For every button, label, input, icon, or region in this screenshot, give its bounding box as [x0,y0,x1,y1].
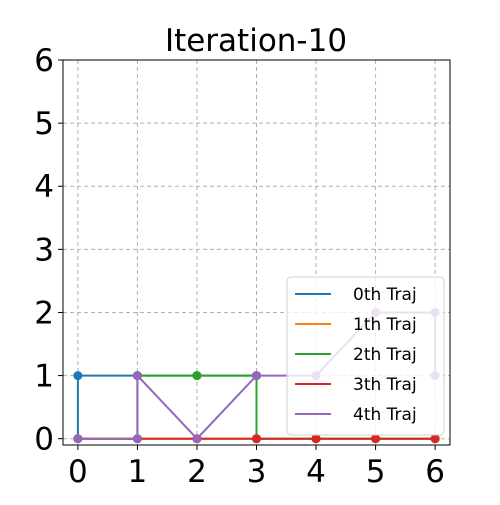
x-tick-label: 6 [425,454,445,490]
data-point [132,434,142,444]
legend: 0th Traj 1th Traj 2th Traj 3th Traj 4th Traj [286,276,445,436]
data-point [430,434,440,444]
legend-box [286,276,445,436]
y-tick-label: 0 [34,422,54,458]
data-point [311,434,321,444]
axes [58,59,451,450]
data-point [252,434,261,444]
data-point [192,434,202,444]
legend-label: 0th Traj [353,285,417,305]
x-tick-label: 3 [247,454,267,490]
tick-labels: 0 1 2 3 4 5 6 0 1 2 3 4 5 6 [34,43,445,490]
y-tick-label: 5 [34,106,54,142]
data-point [73,434,83,444]
y-tick-label: 4 [34,169,54,205]
legend-label: 4th Traj [353,405,417,425]
data-point [192,371,202,381]
data-point [132,371,142,381]
y-tick-label: 2 [34,295,54,331]
legend-label: 3th Traj [353,375,417,395]
y-tick-label: 1 [34,359,54,395]
x-tick-label: 5 [366,454,386,490]
legend-label: 1th Traj [353,315,417,335]
x-tick-label: 4 [306,454,326,490]
legend-label: 2th Traj [353,345,417,365]
data-point [73,371,83,381]
chart-title: Iteration-10 [165,23,347,59]
y-tick-label: 3 [34,232,54,268]
x-tick-label: 2 [187,454,207,490]
data-point [371,434,381,444]
x-tick-label: 0 [68,454,88,490]
data-point [252,371,261,381]
x-tick-label: 1 [128,454,148,490]
y-tick-label: 6 [34,43,54,79]
